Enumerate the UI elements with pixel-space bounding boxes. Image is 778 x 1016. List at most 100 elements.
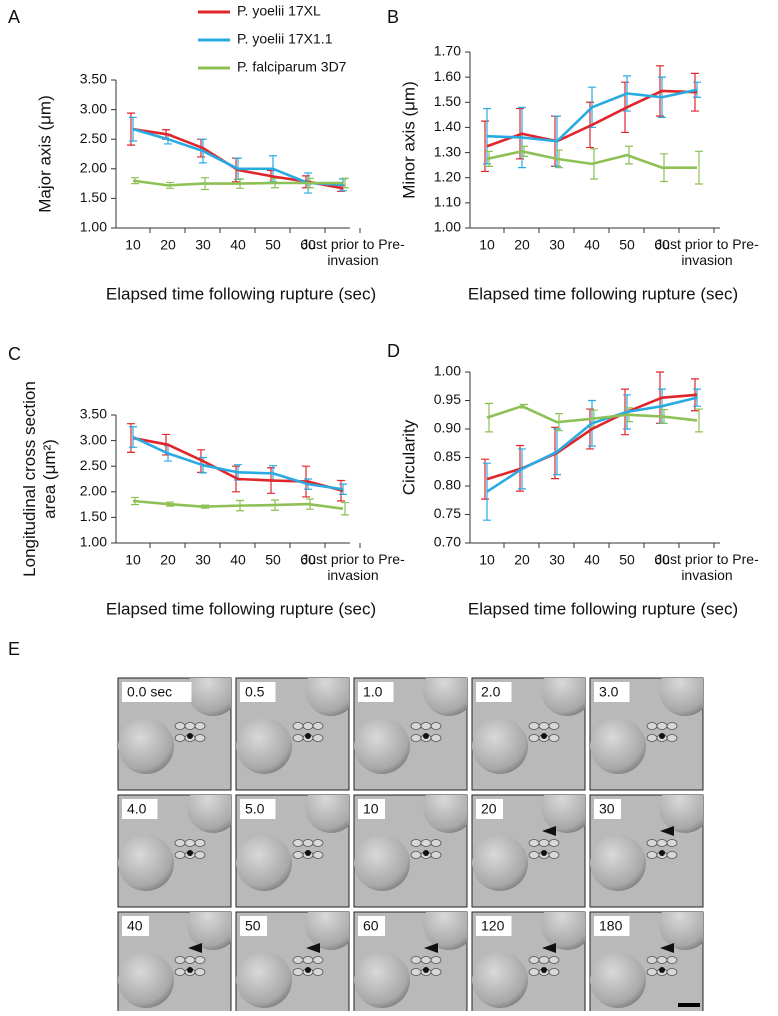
merozoite xyxy=(666,968,678,976)
pigment xyxy=(541,733,547,739)
error-bar xyxy=(481,120,489,173)
x-tick-label: 50 xyxy=(619,237,635,253)
x-tick-label: 10 xyxy=(479,552,495,568)
merozoite xyxy=(430,956,442,964)
frame-image xyxy=(590,912,703,1008)
merozoite xyxy=(656,722,668,730)
merozoite xyxy=(538,839,550,847)
panel-letter: D xyxy=(387,341,400,361)
cell xyxy=(541,795,585,833)
frame-label: 4.0 xyxy=(127,801,147,817)
cell xyxy=(118,835,174,891)
y-tick-label: 3.00 xyxy=(80,100,107,116)
merozoite xyxy=(646,722,658,730)
merozoite xyxy=(410,734,422,742)
y-axis-label: Major axis (μm) xyxy=(35,95,54,212)
pigment xyxy=(423,850,429,856)
series-line xyxy=(486,150,697,169)
y-tick-label: 0.80 xyxy=(434,477,461,493)
x-tick-label: Just prior to Pre-invasion xyxy=(301,551,405,583)
merozoite xyxy=(528,839,540,847)
frame-label: 3.0 xyxy=(599,684,619,700)
frame-label-bg xyxy=(122,916,149,936)
merozoite xyxy=(548,956,560,964)
merozoite xyxy=(666,956,678,964)
merozoite xyxy=(410,956,422,964)
pigment xyxy=(423,733,429,739)
pigment xyxy=(187,850,193,856)
merozoite xyxy=(174,734,186,742)
merozoite xyxy=(420,722,432,730)
merozoite xyxy=(312,956,324,964)
arrowhead xyxy=(542,826,556,836)
frame-label-bg xyxy=(358,799,385,819)
merozoite xyxy=(538,722,550,730)
y-axis-label-group: Circularity xyxy=(399,419,418,495)
merozoite xyxy=(548,722,560,730)
frame-image xyxy=(354,912,467,1008)
merozoite xyxy=(312,734,324,742)
merozoite xyxy=(410,968,422,976)
frame-label: 10 xyxy=(363,801,379,817)
series-line xyxy=(486,404,698,424)
frame-image xyxy=(590,678,703,774)
pigment xyxy=(305,733,311,739)
merozoite xyxy=(174,839,186,847)
y-tick-label: 1.60 xyxy=(434,68,461,84)
frame-label: 2.0 xyxy=(481,684,501,700)
merozoite xyxy=(430,734,442,742)
merozoite xyxy=(174,956,186,964)
scale-bar xyxy=(678,1003,700,1007)
merozoite xyxy=(302,722,314,730)
merozoite xyxy=(312,968,324,976)
merozoite xyxy=(646,968,658,976)
cell xyxy=(305,795,349,833)
y-tick-label: 1.00 xyxy=(434,219,461,235)
x-tick-label: 30 xyxy=(549,237,565,253)
merozoite xyxy=(302,839,314,847)
frame-label-bg xyxy=(594,799,621,819)
x-tick-label: 50 xyxy=(265,237,281,253)
frame-label: 40 xyxy=(127,918,143,934)
merozoite xyxy=(548,968,560,976)
y-axis-label: Minor axis (μm) xyxy=(399,81,418,198)
merozoite xyxy=(184,722,196,730)
frame-image xyxy=(472,795,585,891)
x-tick-label: 60 xyxy=(300,552,316,568)
y-tick-label: 2.50 xyxy=(80,130,107,146)
frame-image xyxy=(354,795,467,891)
cell xyxy=(541,912,585,950)
pigment xyxy=(659,850,665,856)
merozoite xyxy=(528,722,540,730)
series-line xyxy=(132,499,344,510)
x-axis-label: Elapsed time following rupture (sec) xyxy=(106,599,376,618)
merozoite xyxy=(184,839,196,847)
panel-letter: E xyxy=(8,639,20,659)
merozoite xyxy=(292,734,304,742)
cell xyxy=(354,718,410,774)
frame-image xyxy=(118,912,231,1008)
x-tick-label: Just prior to Pre-invasion xyxy=(655,236,759,268)
cell xyxy=(305,678,349,716)
x-tick-label: 60 xyxy=(654,552,670,568)
y-tick-label: 2.50 xyxy=(80,457,107,473)
cell xyxy=(118,952,174,1008)
cell xyxy=(354,952,410,1008)
y-tick-label: 0.90 xyxy=(434,420,461,436)
frame-label-bg xyxy=(358,916,385,936)
frame-image xyxy=(118,678,231,774)
frame-image xyxy=(236,912,349,1008)
merozoite xyxy=(538,956,550,964)
frame-label: 0.5 xyxy=(245,684,265,700)
series-line xyxy=(132,435,344,491)
merozoite xyxy=(292,968,304,976)
cell xyxy=(472,718,528,774)
x-tick-label: 30 xyxy=(195,237,211,253)
frame-label: 50 xyxy=(245,918,261,934)
cell xyxy=(187,912,231,950)
error-bar xyxy=(341,501,349,516)
x-tick-label: Just prior to Pre-invasion xyxy=(301,236,405,268)
y-tick-label: 0.85 xyxy=(434,448,461,464)
merozoite xyxy=(528,851,540,859)
